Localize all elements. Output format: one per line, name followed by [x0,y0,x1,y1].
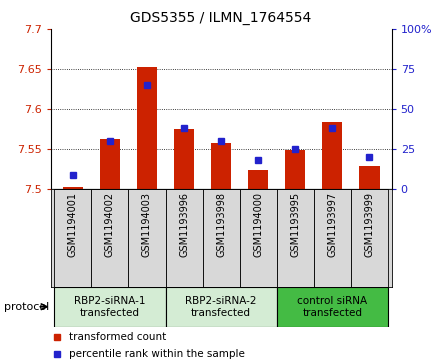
Bar [54,287,165,327]
Text: GSM1193995: GSM1193995 [290,192,300,257]
Text: control siRNA
transfected: control siRNA transfected [297,296,367,318]
Text: GSM1194003: GSM1194003 [142,192,152,257]
Bar [277,287,388,327]
Text: GSM1193998: GSM1193998 [216,192,226,257]
Text: GSM1194001: GSM1194001 [68,192,78,257]
Bar [174,129,194,189]
Bar [165,189,202,287]
Text: protocol: protocol [4,302,50,312]
Text: transformed count: transformed count [70,332,167,342]
Bar [359,166,380,189]
Text: RBP2-siRNA-1
transfected: RBP2-siRNA-1 transfected [74,296,146,318]
Bar [128,189,165,287]
Bar [285,150,305,189]
Text: GSM1193999: GSM1193999 [364,192,374,257]
Bar [314,189,351,287]
Bar [92,189,128,287]
Bar [240,189,277,287]
Bar [322,122,342,189]
Title: GDS5355 / ILMN_1764554: GDS5355 / ILMN_1764554 [131,11,312,25]
Text: GSM1194000: GSM1194000 [253,192,263,257]
Bar [211,143,231,189]
Bar [54,189,92,287]
Bar [277,189,314,287]
Bar [165,287,277,327]
Text: GSM1193997: GSM1193997 [327,192,337,257]
Bar [100,139,120,189]
Bar [202,189,240,287]
Bar [137,68,157,189]
Text: GSM1193996: GSM1193996 [179,192,189,257]
Text: percentile rank within the sample: percentile rank within the sample [70,349,245,359]
Bar [351,189,388,287]
Text: RBP2-siRNA-2
transfected: RBP2-siRNA-2 transfected [185,296,257,318]
Text: GSM1194002: GSM1194002 [105,192,115,257]
Bar [62,187,83,189]
Bar [248,170,268,189]
